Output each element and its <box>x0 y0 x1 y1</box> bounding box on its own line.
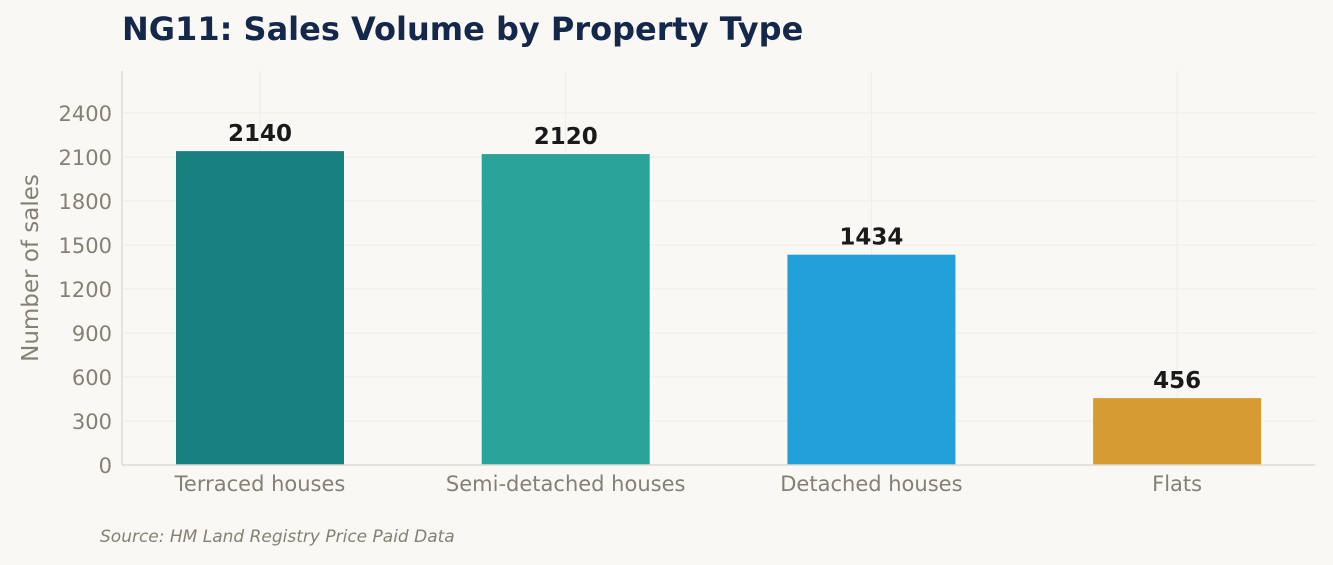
value-labels: 2140 2120 1434 456 <box>228 121 1201 394</box>
y-tick-label: 300 <box>72 410 112 434</box>
value-label: 456 <box>1153 368 1201 394</box>
chart-title: NG11: Sales Volume by Property Type <box>122 10 804 48</box>
x-tick-label: Detached houses <box>780 472 962 496</box>
bar-terraced-houses <box>176 151 344 465</box>
bars <box>176 151 1262 465</box>
x-tick-label: Flats <box>1152 472 1202 496</box>
x-tick-label: Semi-detached houses <box>446 472 686 496</box>
y-tick-label: 1800 <box>59 190 112 214</box>
bar-semi-detached-houses <box>481 154 650 465</box>
bar-flats <box>1093 398 1262 465</box>
source-note: Source: HM Land Registry Price Paid Data <box>100 527 455 547</box>
y-tick-label: 0 <box>99 454 112 478</box>
x-tick-label: Terraced houses <box>174 472 346 496</box>
tick-labels: 0 300 600 900 1200 1500 1800 2100 2400 Terraced h… <box>59 102 1203 496</box>
axes <box>121 71 1315 466</box>
value-label: 2140 <box>228 121 292 147</box>
y-tick-label: 1200 <box>59 278 112 302</box>
bar-detached-houses <box>787 254 956 465</box>
value-label: 1434 <box>839 225 903 251</box>
y-axis-label: Number of sales <box>18 174 44 362</box>
value-label: 2120 <box>534 124 598 150</box>
y-tick-label: 600 <box>72 366 112 390</box>
y-tick-label: 2100 <box>59 146 112 170</box>
y-tick-label: 1500 <box>59 234 112 258</box>
y-tick-label: 900 <box>72 322 112 346</box>
y-tick-label: 2400 <box>59 102 112 126</box>
